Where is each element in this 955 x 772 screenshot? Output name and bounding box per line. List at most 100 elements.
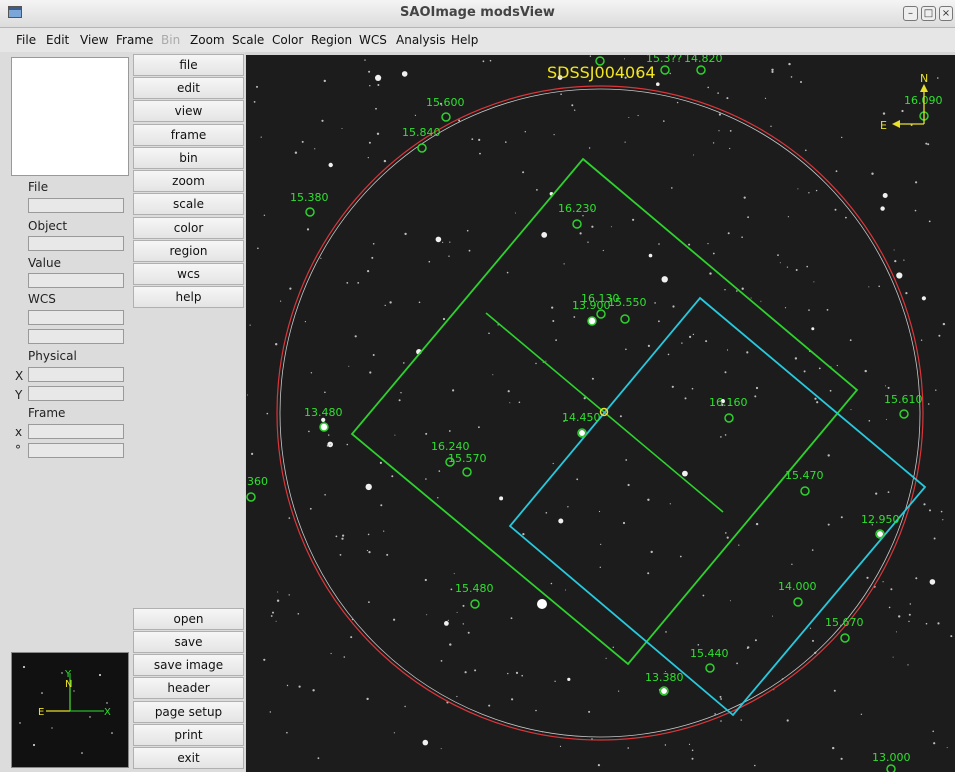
background-star (272, 611, 274, 614)
background-star (806, 265, 808, 268)
background-star (471, 138, 474, 141)
magnifier-n-label: N (65, 679, 72, 690)
zoom-button[interactable]: zoom (133, 170, 244, 192)
background-star (535, 709, 537, 712)
star-marker[interactable] (462, 467, 472, 477)
star-marker[interactable] (660, 65, 670, 75)
star-marker[interactable] (577, 428, 587, 438)
background-star (478, 426, 480, 429)
star-marker[interactable] (445, 457, 455, 467)
star-marker[interactable] (246, 492, 256, 502)
star-marker[interactable] (572, 219, 582, 229)
bin-button[interactable]: bin (133, 147, 244, 169)
window-icon[interactable] (8, 6, 22, 18)
maximize-icon[interactable]: □ (921, 6, 936, 21)
wcs-button[interactable]: wcs (133, 263, 244, 285)
menu-region[interactable]: Region (311, 33, 353, 47)
image-canvas[interactable]: SDSSJ004064 15.600 15.840 15.380 16.230 … (246, 55, 955, 772)
background-star (367, 270, 370, 273)
background-star (553, 134, 555, 136)
help-button[interactable]: help (133, 286, 244, 308)
menu-scale[interactable]: Scale (232, 33, 265, 47)
open-button[interactable]: open (133, 608, 244, 630)
target-marker[interactable] (599, 407, 609, 417)
menu-file[interactable]: File (16, 33, 37, 47)
menu-wcs[interactable]: WCS (359, 33, 387, 47)
background-star (754, 764, 756, 767)
menu-view[interactable]: View (80, 33, 109, 47)
background-star (442, 241, 444, 243)
background-star (550, 582, 553, 585)
save-image-button[interactable]: save image (133, 654, 244, 676)
background-star (725, 532, 727, 534)
background-star (755, 522, 759, 526)
print-button[interactable]: print (133, 724, 244, 746)
view-button[interactable]: view (133, 100, 244, 122)
background-star (833, 689, 836, 692)
background-star (866, 576, 869, 579)
header-button[interactable]: header (133, 677, 244, 699)
background-star (684, 397, 687, 400)
star-marker[interactable] (319, 422, 329, 432)
aperture-circle-outer[interactable] (276, 85, 924, 741)
star-marker[interactable] (705, 663, 715, 673)
star-marker[interactable] (470, 599, 480, 609)
background-star (729, 130, 732, 132)
background-star (343, 656, 346, 658)
star-marker[interactable] (305, 207, 315, 217)
star-label: 13.900 (572, 299, 611, 312)
image-display[interactable]: SDSSJ004064 15.600 15.840 15.380 16.230 … (246, 55, 955, 772)
menu-frame[interactable]: Frame (116, 33, 154, 47)
close-icon[interactable]: × (939, 6, 953, 21)
menu-analysis[interactable]: Analysis (396, 33, 446, 47)
background-star (323, 79, 326, 83)
region-button[interactable]: region (133, 240, 244, 262)
menu-edit[interactable]: Edit (46, 33, 70, 47)
menu-zoom[interactable]: Zoom (190, 33, 225, 47)
star-marker[interactable] (899, 409, 909, 419)
menu-help[interactable]: Help (451, 33, 479, 47)
region-cyan-box[interactable] (508, 296, 927, 717)
background-star (467, 631, 470, 634)
frame-button[interactable]: frame (133, 124, 244, 146)
background-star (682, 470, 688, 477)
star-marker[interactable] (620, 314, 630, 324)
star-marker[interactable] (596, 309, 606, 319)
star-marker[interactable] (417, 143, 427, 153)
star-marker[interactable] (875, 529, 885, 539)
magnifier-view: Y N E X (11, 652, 129, 768)
star-marker[interactable] (595, 56, 605, 66)
star-marker[interactable] (587, 316, 597, 326)
star-marker[interactable] (886, 764, 896, 772)
region-green-box[interactable] (350, 157, 859, 666)
page-setup-button[interactable]: page setup (133, 701, 244, 723)
background-star (942, 322, 946, 326)
background-star (671, 385, 674, 388)
color-button[interactable]: color (133, 217, 244, 239)
background-star (882, 112, 886, 115)
star-marker[interactable] (441, 112, 451, 122)
save-button[interactable]: save (133, 631, 244, 653)
edit-button[interactable]: edit (133, 77, 244, 99)
star-marker[interactable] (724, 413, 734, 423)
background-star (263, 658, 266, 661)
minimize-icon[interactable]: – (903, 6, 918, 21)
star-marker[interactable] (800, 486, 810, 496)
star-marker[interactable] (659, 686, 669, 696)
background-star (724, 371, 727, 374)
scale-button[interactable]: scale (133, 193, 244, 215)
star-marker[interactable] (840, 633, 850, 643)
background-star (400, 392, 402, 394)
background-star (750, 297, 752, 299)
background-star (452, 389, 455, 392)
background-star (827, 523, 830, 526)
panner-view[interactable] (11, 57, 129, 176)
star-marker[interactable] (793, 597, 803, 607)
exit-button[interactable]: exit (133, 747, 244, 769)
file-button[interactable]: file (133, 54, 244, 76)
menu-color[interactable]: Color (272, 33, 304, 47)
background-star (885, 418, 887, 420)
star-marker[interactable] (696, 65, 706, 75)
background-star (294, 151, 298, 154)
background-star (896, 272, 903, 279)
